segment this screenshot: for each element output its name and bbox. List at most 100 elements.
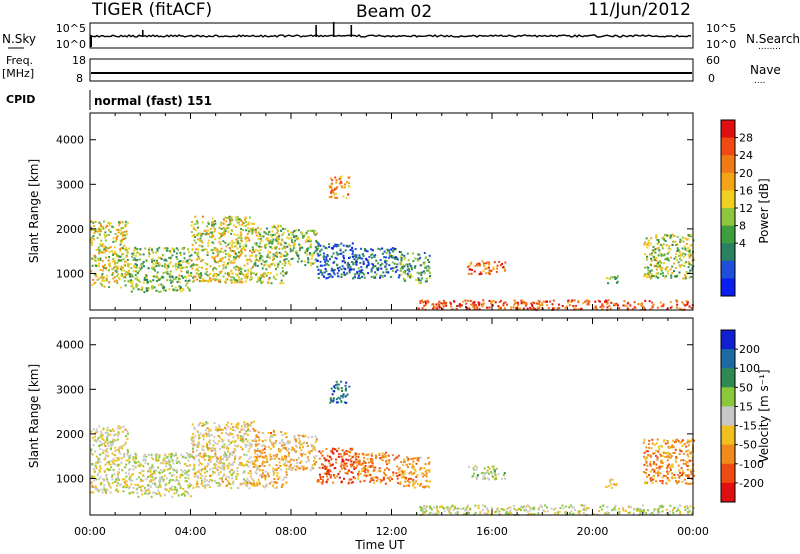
velocity-cell [335, 458, 337, 461]
power-cell [339, 248, 342, 251]
velocity-cell [538, 508, 540, 511]
velocity-cell [263, 486, 266, 489]
power-cell [498, 300, 501, 303]
velocity-cell [638, 508, 641, 511]
velocity-cell [225, 454, 228, 457]
velocity-cell [109, 463, 112, 466]
velocity-cell [681, 472, 684, 475]
velocity-cell [512, 504, 515, 507]
velocity-cell [639, 512, 642, 515]
velocity-cell [142, 459, 145, 462]
velocity-cell [208, 456, 211, 459]
velocity-cell [182, 493, 185, 495]
power-cell [682, 252, 684, 255]
power-cell [175, 256, 178, 258]
power-cell [409, 276, 412, 279]
velocity-cell [195, 449, 198, 452]
power-cell [142, 261, 145, 263]
velocity-cell [292, 447, 294, 450]
velocity-cell [344, 389, 347, 391]
power-cell [240, 270, 243, 273]
velocity-cell [226, 447, 229, 450]
power-cell [346, 272, 348, 275]
power-cell [134, 248, 137, 251]
power-cell [228, 218, 231, 221]
velocity-cell [226, 479, 229, 482]
power-cell [201, 215, 204, 218]
power-cell [263, 260, 266, 263]
power-cell [229, 242, 232, 245]
power-cell [330, 195, 333, 198]
velocity-cell [261, 456, 264, 459]
velocity-cell [139, 486, 142, 489]
power-cell [341, 265, 344, 268]
power-cell [180, 270, 183, 273]
velocity-cell [680, 459, 683, 462]
power-cell [152, 268, 155, 271]
velocity-cell [196, 483, 199, 485]
velocity-cell [406, 456, 409, 459]
velocity-cell [180, 469, 183, 472]
power-cell [652, 245, 655, 248]
power-cell [224, 272, 227, 275]
velocity-cell [307, 458, 310, 461]
power-cell [277, 242, 280, 245]
power-cell [196, 234, 198, 237]
power-cell [138, 253, 141, 256]
velocity-cell [231, 440, 234, 443]
power-cell [123, 238, 126, 240]
power-cell [255, 273, 257, 276]
power-cell [690, 253, 693, 256]
velocity-cell [505, 510, 508, 513]
power-cell [91, 284, 94, 287]
power-cell [219, 272, 222, 275]
velocity-cell [397, 481, 400, 484]
power-cell [175, 268, 178, 271]
power-colorbar-swatch [721, 278, 735, 297]
power-cell [358, 277, 361, 280]
power-cell [655, 236, 658, 239]
velocity-cell [254, 463, 257, 466]
power-cell [92, 229, 95, 232]
power-cell [248, 239, 251, 242]
velocity-cell [680, 474, 683, 476]
power-cell [684, 237, 687, 240]
velocity-cell [176, 469, 178, 472]
power-cell [658, 249, 661, 252]
power-cell [268, 231, 271, 233]
velocity-cell [237, 423, 240, 426]
velocity-cell [151, 464, 154, 467]
power-cell [271, 247, 274, 250]
power-cell [277, 263, 280, 266]
power-cell [134, 277, 137, 280]
velocity-cell [239, 461, 242, 464]
power-cell [394, 247, 396, 250]
velocity-cell [425, 479, 428, 482]
power-cell [244, 217, 247, 220]
velocity-cell [151, 482, 154, 485]
power-cell [328, 185, 331, 188]
velocity-cell [263, 456, 266, 459]
power-cell [347, 245, 350, 248]
power-cell [687, 253, 690, 256]
velocity-cell [493, 511, 496, 514]
power-cell [148, 248, 150, 251]
velocity-cell [147, 488, 150, 491]
power-cell [670, 276, 673, 279]
power-cell [640, 304, 643, 307]
velocity-cell [353, 461, 355, 464]
power-cell [114, 233, 117, 235]
velocity-cell [357, 477, 359, 480]
power-cell [201, 259, 204, 261]
power-cell [170, 261, 173, 264]
power-cell [249, 255, 251, 258]
power-cell [335, 181, 338, 184]
power-cell [115, 270, 118, 273]
velocity-cell [345, 381, 348, 384]
velocity-cell [281, 444, 284, 447]
velocity-cell [357, 455, 360, 458]
power-cell [222, 230, 225, 233]
velocity-cell [643, 438, 646, 441]
velocity-cell [123, 456, 126, 458]
power-cell [679, 257, 681, 260]
